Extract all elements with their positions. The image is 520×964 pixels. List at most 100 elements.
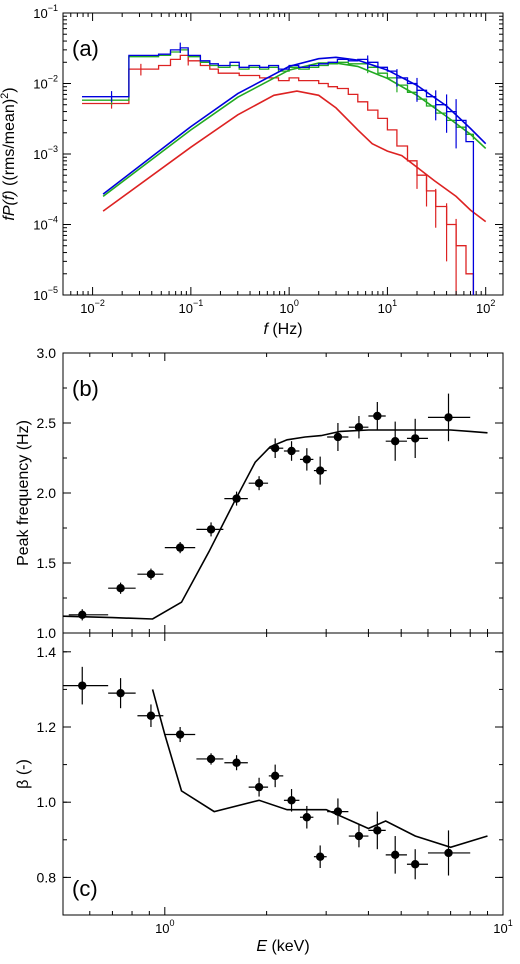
- panel-c-data-point: [116, 688, 125, 698]
- panel-b-data-point: [373, 411, 382, 421]
- panel-b-data-point: [444, 413, 453, 422]
- panel-a-xtick-label-exp: −2: [95, 298, 105, 308]
- panel-a-ytick-label-exp: −5: [48, 285, 58, 295]
- panel-c-data-point: [390, 850, 400, 860]
- panel-c-xtick-label-exp: 1: [508, 918, 513, 928]
- panel-b-model-line: [62, 429, 488, 620]
- panel-b-ticks: 1.0 1.5 2.0 2.5 3.0: [37, 345, 504, 641]
- panel-c-data-point: [146, 711, 156, 720]
- panel-b-data-point: [78, 610, 87, 619]
- panel-a-xtick-label-exp: 1: [392, 298, 397, 308]
- panel-a-ytick-label-exp: −3: [48, 144, 58, 154]
- panel-a-ylabel-close: ): [1, 87, 18, 92]
- panel-b-data-point: [333, 432, 343, 442]
- panel-b-ylabel: Peak frequency (Hz): [15, 420, 32, 566]
- panel-c-xtick-label: 101: [493, 918, 512, 936]
- panel-c-data-point: [444, 848, 453, 858]
- panel-c-data-point: [354, 831, 364, 841]
- panel-a-xtick-label-exp: 0: [294, 298, 299, 308]
- panel-c-data-point: [315, 852, 325, 861]
- panel-b-data-point: [410, 434, 420, 443]
- panel-a-ytick-label-exp: −1: [48, 3, 58, 13]
- panel-a-xlabel-unit: (Hz): [268, 321, 303, 338]
- panel-b-data-point: [175, 543, 185, 552]
- panel-b-data-point: [287, 446, 296, 456]
- series-0-step-line: [82, 47, 475, 295]
- panel-c-data-point: [232, 758, 241, 767]
- panel-c-data-point: [175, 730, 185, 739]
- panel-c-data-point: [302, 813, 312, 822]
- series-0-model-line: [102, 56, 487, 195]
- panel-c-data-point: [333, 807, 343, 816]
- panel-c-model-line: [151, 689, 488, 849]
- panel-a-ytick-label-exp: −4: [48, 215, 58, 225]
- panel-a-xtick-label: 10−2: [80, 298, 105, 316]
- panel-b-data-point: [116, 584, 125, 593]
- panel-a-marks: [82, 42, 487, 295]
- panel-a-ytick-label: 10−3: [33, 144, 58, 162]
- panel-c-data-point: [254, 782, 264, 792]
- panel-a-ytick-label-base: 10: [33, 288, 47, 303]
- panel-c-label: (c): [72, 876, 98, 901]
- panel-b-data-point: [270, 444, 280, 453]
- panel-a-label: (a): [72, 36, 99, 61]
- panel-a-xtick-label-exp: 2: [490, 298, 495, 308]
- panel-b-ytick-label: 2.5: [37, 415, 57, 431]
- panel-a-xtick-label-base: 10: [178, 301, 192, 316]
- panel-c-data-point: [373, 826, 382, 835]
- panel-b-frame: [62, 352, 504, 634]
- panel-c-xlabel-var: E: [256, 938, 267, 955]
- panel-a-ytick-label: 10−4: [33, 215, 58, 233]
- panel-a-ytick-label-exp: −2: [48, 74, 58, 84]
- panel-a-xtick-label: 100: [279, 298, 298, 316]
- panel-a-ytick-label: 10−1: [33, 3, 58, 21]
- series-1-model-line: [102, 62, 487, 198]
- panel-a-ytick-label-base: 10: [33, 147, 47, 162]
- panel-c-ylabel: β (-): [15, 759, 32, 789]
- panel-c-xlabel-unit: (keV): [267, 938, 310, 955]
- panel-c-data-point: [270, 771, 280, 781]
- panel-c-ytick-label: 1.2: [37, 719, 57, 735]
- panel-b-data-point: [390, 437, 400, 446]
- panel-c-ytick-label: 1.0: [37, 794, 57, 810]
- panel-a-xtick-label-exp: −1: [193, 298, 203, 308]
- panel-a-xtick-label: 102: [476, 298, 495, 316]
- panel-b-label: (b): [72, 376, 99, 401]
- panel-a-ytick-label-base: 10: [33, 6, 47, 21]
- panel-b-ytick-label: 1.0: [37, 625, 57, 641]
- panel-b-data-point: [232, 494, 241, 503]
- panel-a-ytick-label: 10−5: [33, 285, 58, 303]
- panel-c-data-point: [410, 860, 420, 869]
- panel-c-data-point: [287, 796, 296, 805]
- panel-b-ytick-label: 1.5: [37, 555, 57, 571]
- panel-a-xtick-label: 101: [378, 298, 397, 316]
- panel-a-ylabel: fP(f) ((rms/mean)2): [0, 87, 18, 220]
- panel-c-ytick-label: 1.4: [37, 644, 57, 660]
- panel-b-data-point: [254, 479, 264, 488]
- panel-b-data-point: [354, 423, 364, 432]
- panel-c-xlabel: E (keV): [256, 938, 309, 955]
- panel-a-ylabel-unit: ((rms/mean): [1, 99, 18, 191]
- panel-a-xlabel-var: f: [263, 321, 269, 338]
- panel-b-data-point: [206, 525, 216, 534]
- panel-a-ylabel-var: fP(f): [1, 190, 18, 220]
- panel-a-xtick-label-base: 10: [80, 301, 94, 316]
- panel-c-xtick-label: 100: [155, 918, 174, 936]
- panel-c-xtick-label-exp: 0: [170, 918, 175, 928]
- panel-c-xtick-label-base: 10: [493, 921, 507, 936]
- panel-b-data-point: [302, 455, 312, 464]
- series-2-step-line: [82, 54, 475, 295]
- panel-a-xtick-label-base: 10: [279, 301, 293, 316]
- panel-c-marks: [63, 666, 488, 880]
- panel-c-data-point: [78, 681, 87, 690]
- panel-b-marks: [62, 393, 488, 621]
- panel-b-ytick-label: 3.0: [37, 345, 57, 361]
- series-2-model-line: [102, 90, 487, 223]
- panel-a-xtick-label-base: 10: [378, 301, 392, 316]
